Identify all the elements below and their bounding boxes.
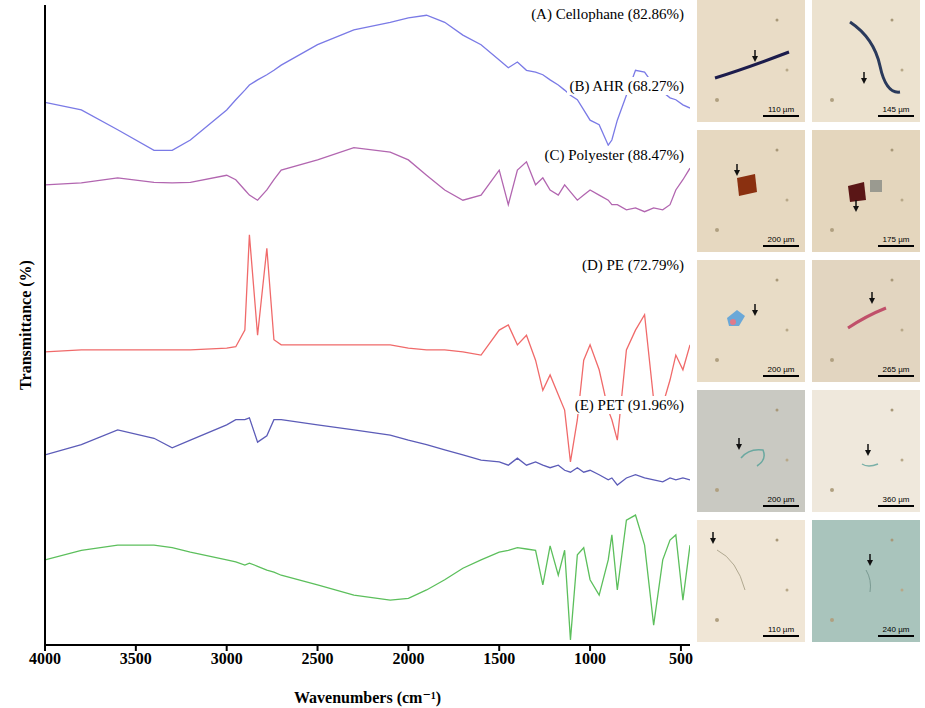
svg-text:3500: 3500 <box>120 650 152 667</box>
svg-text:500: 500 <box>669 650 693 667</box>
svg-text:200 µm: 200 µm <box>768 495 795 504</box>
svg-text:110 µm: 110 µm <box>768 625 795 634</box>
svg-text:3000: 3000 <box>211 650 243 667</box>
svg-text:175 µm: 175 µm <box>883 235 910 244</box>
html-text:(A) Cellophane (82.86%): (A) Cellophane (82.86%) <box>531 6 684 22</box>
svg-text:360 µm: 360 µm <box>883 495 910 504</box>
svg-text:Transmittance (%): Transmittance (%) <box>17 260 35 390</box>
svg-text:1500: 1500 <box>483 650 515 667</box>
svg-text:265 µm: 265 µm <box>883 365 910 374</box>
html-text:(B) AHR (68.27%): (B) AHR (68.27%) <box>569 78 684 94</box>
svg-text:110 µm: 110 µm <box>768 105 795 114</box>
html-text:(E) PET (91.96%): (E) PET (91.96%) <box>574 397 684 413</box>
svg-text:240 µm: 240 µm <box>883 625 910 634</box>
html-text:(D) PE (72.79%): (D) PE (72.79%) <box>581 257 684 273</box>
svg-text:200 µm: 200 µm <box>768 235 795 244</box>
svg-text:2000: 2000 <box>392 650 424 667</box>
svg-text:1000: 1000 <box>574 650 606 667</box>
html-text:(C) Polyester (88.47%): (C) Polyester (88.47%) <box>544 147 684 163</box>
svg-text:145 µm: 145 µm <box>883 105 910 114</box>
svg-text:4000: 4000 <box>29 650 61 667</box>
svg-text:Wavenumbers (cm⁻¹): Wavenumbers (cm⁻¹) <box>294 689 441 707</box>
svg-text:200 µm: 200 µm <box>768 365 795 374</box>
svg-text:2500: 2500 <box>302 650 334 667</box>
